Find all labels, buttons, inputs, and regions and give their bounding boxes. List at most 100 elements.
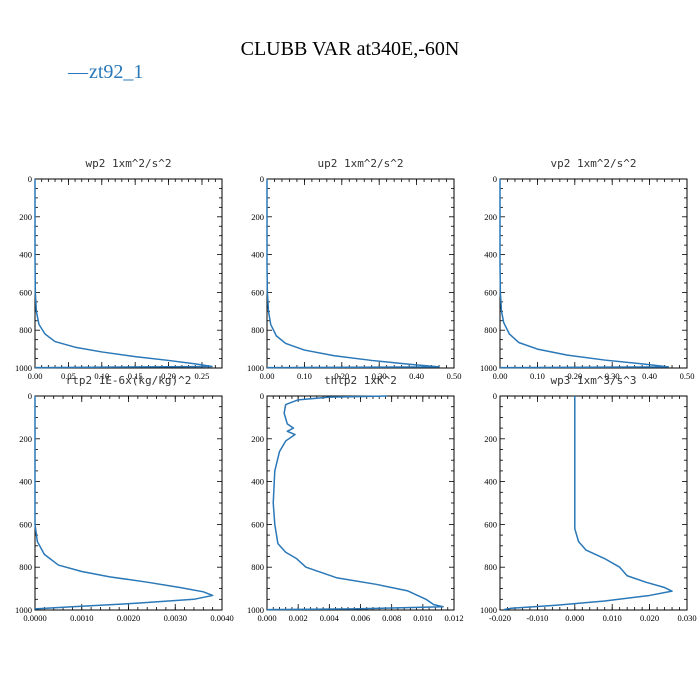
x-tick-label: 0.004	[320, 613, 340, 623]
y-tick-label: 600	[484, 519, 497, 529]
x-tick-label: -0.010	[526, 613, 548, 623]
x-tick-label: 0.000	[565, 613, 584, 623]
panel-title: thlp2 1xK^2	[324, 374, 397, 387]
series-line	[34, 396, 214, 610]
y-tick-label: 200	[19, 212, 32, 222]
x-tick-label: 0.05	[61, 371, 76, 381]
chart-panel: up2 1xm^2/s^2 0.00 0.10 0.20 0.30 0.40 0.50 0 20…	[247, 157, 461, 381]
series-line	[34, 179, 213, 369]
plot-frame	[499, 395, 688, 611]
x-tick-label: 0.40	[409, 371, 424, 381]
y-tick-label: 0	[260, 174, 264, 184]
figure-title: CLUBB VAR at340E,-60N	[241, 38, 460, 60]
x-tick-label: 0.50	[447, 371, 462, 381]
y-tick-label: 600	[251, 519, 264, 529]
series-line	[266, 179, 440, 369]
y-tick-label: 200	[484, 212, 497, 222]
x-tick-label: -0.020	[489, 613, 511, 623]
panel-title: vp2 1xm^2/s^2	[550, 157, 636, 170]
chart-panel: wp3 1xm^3/s^3-0.020 -0.010 0.000 0.010 0.020…	[480, 374, 697, 623]
panel-title: wp2 1xm^2/s^2	[85, 157, 171, 170]
x-tick-label: 0.00	[493, 371, 508, 381]
y-tick-label: 600	[484, 287, 497, 297]
y-tick-label: 400	[19, 477, 32, 487]
x-tick-label: 0.30	[605, 371, 620, 381]
x-tick-label: 0.012	[444, 613, 463, 623]
y-tick-label: 0	[28, 391, 32, 401]
y-tick-label: 1000	[15, 605, 32, 615]
y-tick-label: 400	[484, 250, 497, 260]
x-tick-label: 0.10	[530, 371, 545, 381]
x-tick-label: 0.25	[195, 371, 210, 381]
x-tick-label: 0.0040	[210, 613, 233, 623]
x-tick-label: 0.20	[567, 371, 582, 381]
x-tick-label: 0.010	[413, 613, 432, 623]
y-tick-label: 200	[19, 434, 32, 444]
x-tick-label: 0.006	[351, 613, 370, 623]
y-tick-label: 1000	[480, 605, 497, 615]
x-tick-label: 0.020	[640, 613, 659, 623]
legend: — zt92_1	[67, 61, 143, 83]
series-line	[266, 395, 444, 611]
chart-panel: rtp2 1E-6x(kg/kg)^2 0.0000 0.0010 0.0020 0.0…	[15, 374, 234, 623]
y-tick-label: 600	[19, 519, 32, 529]
chart-panel: wp2 1xm^2/s^2 0.00 0.05 0.10 0.15 0.20 0.25 0 20…	[15, 157, 223, 381]
y-tick-label: 400	[19, 250, 32, 260]
x-tick-label: 0.030	[677, 613, 696, 623]
y-tick-label: 800	[19, 325, 32, 335]
y-tick-label: 800	[484, 325, 497, 335]
y-tick-label: 1000	[15, 363, 32, 373]
x-tick-label: 0.008	[382, 613, 401, 623]
legend-label: zt92_1	[89, 61, 143, 83]
chart-panel: vp2 1xm^2/s^2 0.00 0.10 0.20 0.30 0.40 0.50 0 20…	[480, 157, 694, 381]
plot-frame	[499, 178, 688, 369]
y-tick-label: 1000	[247, 363, 264, 373]
x-tick-label: 0.15	[128, 371, 143, 381]
y-tick-label: 400	[251, 250, 264, 260]
y-tick-label: 0	[28, 174, 32, 184]
legend-symbol: —	[67, 61, 89, 83]
y-tick-label: 800	[484, 562, 497, 572]
x-tick-label: 0.0010	[70, 613, 93, 623]
series-line	[499, 179, 670, 369]
x-tick-label: 0.00	[260, 371, 275, 381]
plot-frame	[266, 395, 455, 611]
x-tick-label: 0.10	[94, 371, 109, 381]
y-tick-label: 800	[251, 562, 264, 572]
x-tick-label: 0.0020	[117, 613, 140, 623]
x-tick-label: 0.00	[28, 371, 43, 381]
plot-frame	[266, 178, 455, 369]
y-tick-label: 0	[493, 174, 497, 184]
y-tick-label: 600	[251, 287, 264, 297]
series-line	[503, 396, 673, 611]
y-tick-label: 600	[19, 287, 32, 297]
x-tick-label: 0.40	[642, 371, 657, 381]
x-tick-label: 0.50	[680, 371, 695, 381]
panel-title: wp3 1xm^3/s^3	[550, 374, 636, 387]
y-tick-label: 800	[251, 325, 264, 335]
chart-panels: wp2 1xm^2/s^2 0.00 0.05 0.10 0.15 0.20 0.25 0 20…	[15, 157, 697, 623]
y-tick-label: 1000	[480, 363, 497, 373]
plot-frame	[34, 395, 223, 611]
x-tick-label: 0.002	[289, 613, 308, 623]
panel-title: rtp2 1E-6x(kg/kg)^2	[66, 374, 192, 387]
x-tick-label: 0.20	[161, 371, 176, 381]
y-tick-label: 200	[251, 212, 264, 222]
y-tick-label: 200	[484, 434, 497, 444]
y-tick-label: 0	[493, 391, 497, 401]
x-tick-label: 0.0000	[23, 613, 46, 623]
x-tick-label: 0.30	[372, 371, 387, 381]
chart-panel: thlp2 1xK^2 0.000 0.002 0.004 0.006 0.008 0.01…	[247, 374, 464, 623]
y-tick-label: 400	[484, 477, 497, 487]
y-tick-label: 1000	[247, 605, 264, 615]
x-tick-label: 0.010	[603, 613, 622, 623]
x-tick-label: 0.10	[297, 371, 312, 381]
panel-title: up2 1xm^2/s^2	[317, 157, 403, 170]
y-tick-label: 800	[19, 562, 32, 572]
plot-frame	[34, 178, 223, 369]
y-tick-label: 400	[251, 477, 264, 487]
x-tick-label: 0.000	[257, 613, 276, 623]
x-tick-label: 0.0030	[164, 613, 187, 623]
x-tick-label: 0.20	[334, 371, 349, 381]
